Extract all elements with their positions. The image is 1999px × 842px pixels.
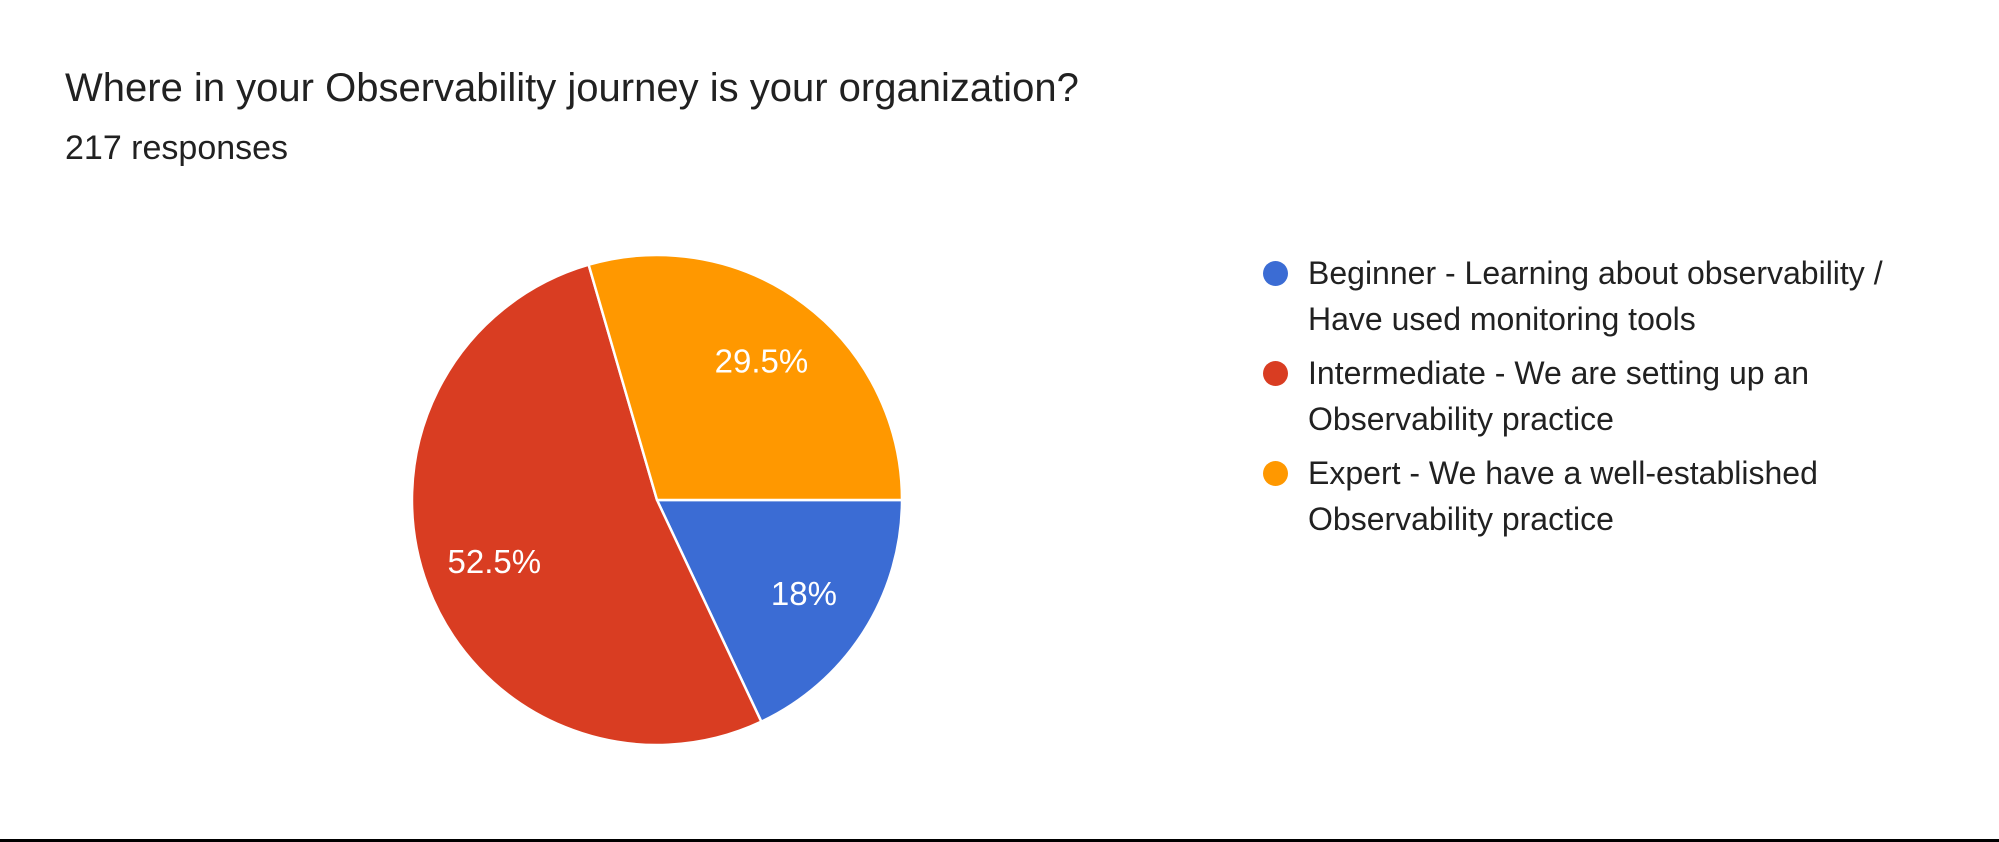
chart-legend: Beginner - Learning about observability …: [1263, 250, 1883, 542]
pie-slice-label-0: 18%: [771, 575, 837, 612]
legend-label-expert: Expert - We have a well-established Obse…: [1308, 455, 1818, 537]
legend-label-intermediate: Intermediate - We are setting up an Obse…: [1308, 355, 1810, 437]
legend-item-beginner: Beginner - Learning about observability …: [1263, 250, 1883, 342]
responses-count: 217 responses: [65, 129, 289, 167]
pie-chart: 18% 52.5% 29.5%: [394, 237, 920, 763]
legend-item-expert: Expert - We have a well-established Obse…: [1263, 450, 1883, 542]
legend-dot-expert: [1263, 461, 1288, 486]
pie-slice-label-2: 29.5%: [715, 342, 809, 379]
pie-slice-label-1: 52.5%: [448, 543, 542, 580]
screenshot-bottom-edge: [0, 839, 1999, 842]
legend-label-beginner: Beginner - Learning about observability …: [1308, 255, 1883, 337]
pie-slice-2[interactable]: [587, 253, 904, 502]
legend-dot-intermediate: [1263, 361, 1288, 386]
pie-slice-1[interactable]: [410, 263, 763, 747]
pie-slice-0[interactable]: [655, 498, 904, 723]
legend-item-intermediate: Intermediate - We are setting up an Obse…: [1263, 350, 1883, 442]
pie-chart-svg: 18% 52.5% 29.5%: [410, 253, 904, 747]
page-title: Where in your Observability journey is y…: [65, 66, 1079, 110]
legend-dot-beginner: [1263, 261, 1288, 286]
